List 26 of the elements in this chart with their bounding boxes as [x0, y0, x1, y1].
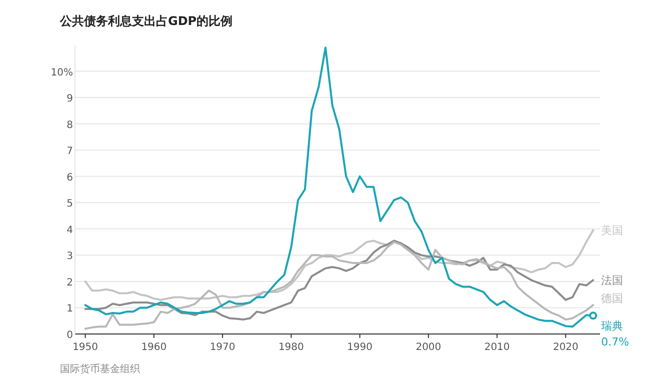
x-tick-label: 1960	[141, 342, 167, 353]
y-tick-label: 1	[66, 304, 73, 315]
x-tick-label: 1990	[347, 342, 373, 353]
text: 国际货币基金组织	[60, 363, 140, 375]
y-tick-label: 0	[66, 330, 73, 341]
y-tick-label: 7	[66, 146, 73, 158]
data-label: 0.7%	[601, 336, 630, 349]
chart-title: 公共债务利息支出占GDP的比例	[59, 14, 233, 28]
y-tick-label: 3	[66, 251, 73, 262]
y-tick-label: 9	[66, 94, 73, 105]
series-label: 美国	[601, 224, 624, 238]
y-tick-label: 4	[66, 224, 73, 236]
y-tick-label: 2	[66, 277, 73, 288]
x-tick-label: 1970	[210, 342, 236, 353]
x-tick-label: 2020	[552, 342, 578, 353]
series-label: 瑞典	[601, 320, 624, 333]
y-tick-label: 8	[66, 120, 73, 131]
x-tick-label: 1950	[72, 342, 98, 353]
series-label: 德国	[601, 292, 624, 306]
x-tick-label: 2010	[484, 342, 510, 353]
y-tick-label: 5	[66, 198, 73, 210]
series-label: 法国	[601, 274, 624, 288]
y-tick-label: 6	[66, 172, 73, 184]
x-tick-label: 1980	[278, 342, 304, 353]
y-tick-label: 10%	[50, 67, 73, 78]
x-tick-label: 2000	[416, 342, 442, 353]
